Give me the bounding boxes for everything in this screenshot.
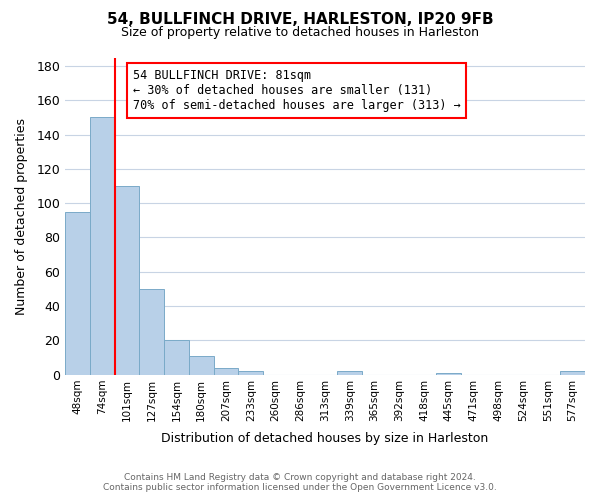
Bar bbox=[560, 371, 585, 374]
Y-axis label: Number of detached properties: Number of detached properties bbox=[15, 118, 28, 314]
Bar bbox=[238, 371, 263, 374]
Text: 54 BULLFINCH DRIVE: 81sqm
← 30% of detached houses are smaller (131)
70% of semi: 54 BULLFINCH DRIVE: 81sqm ← 30% of detac… bbox=[133, 68, 460, 112]
Bar bbox=[164, 340, 189, 374]
Bar bbox=[436, 373, 461, 374]
Bar bbox=[90, 118, 115, 374]
Text: Size of property relative to detached houses in Harleston: Size of property relative to detached ho… bbox=[121, 26, 479, 39]
Bar bbox=[115, 186, 139, 374]
Bar bbox=[214, 368, 238, 374]
Bar bbox=[337, 371, 362, 374]
Bar bbox=[65, 212, 90, 374]
Bar bbox=[139, 289, 164, 374]
X-axis label: Distribution of detached houses by size in Harleston: Distribution of detached houses by size … bbox=[161, 432, 488, 445]
Bar bbox=[189, 356, 214, 374]
Text: Contains HM Land Registry data © Crown copyright and database right 2024.
Contai: Contains HM Land Registry data © Crown c… bbox=[103, 473, 497, 492]
Text: 54, BULLFINCH DRIVE, HARLESTON, IP20 9FB: 54, BULLFINCH DRIVE, HARLESTON, IP20 9FB bbox=[107, 12, 493, 28]
